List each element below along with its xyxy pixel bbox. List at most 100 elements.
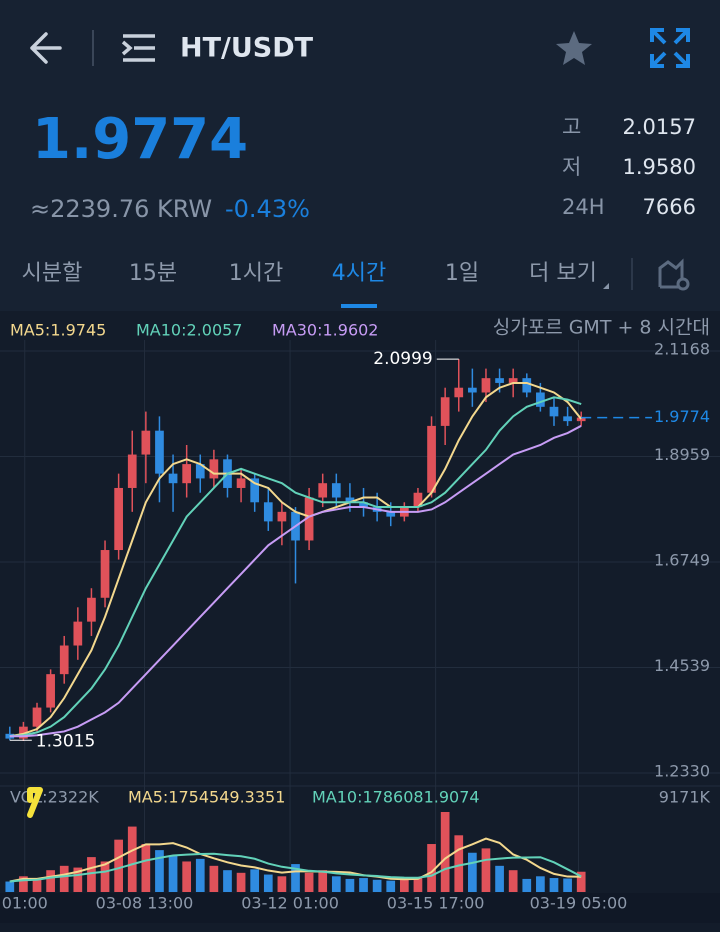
volume-label: VOL:2322K — [10, 788, 99, 807]
volume-bar — [100, 861, 110, 892]
volume-bar — [223, 870, 232, 892]
fullscreen-icon — [650, 28, 690, 68]
candle-body — [495, 378, 504, 383]
volume-bar — [318, 870, 328, 892]
price-change: -0.43% — [225, 195, 310, 223]
legend-entry: MA10:1786081.9074 — [312, 788, 480, 807]
volume-bar — [563, 878, 572, 892]
pair-title: HT/USDT — [180, 33, 314, 64]
y-tick-label: 1.8959 — [654, 445, 710, 464]
volume-bar — [427, 844, 436, 892]
candle-body — [155, 430, 164, 474]
volume-bar — [440, 812, 450, 892]
candle-body — [127, 454, 137, 488]
menu-button[interactable] — [121, 34, 155, 62]
stat-label: 고 — [562, 115, 581, 139]
stat-label: 저 — [562, 155, 581, 179]
candle-body — [195, 464, 205, 479]
pointer-arrow — [27, 787, 43, 818]
tab[interactable]: 더 보기 — [529, 261, 597, 286]
chart-panel — [0, 311, 720, 932]
gear-icon — [676, 277, 690, 291]
volume-bar — [250, 869, 260, 892]
stats: 고 2.0157 저 1.9580 24H 7666 — [562, 115, 696, 219]
volume-bar — [372, 879, 382, 892]
tab[interactable]: 1일 — [445, 261, 479, 286]
volume-ma-line — [9, 837, 582, 883]
volume-bar — [331, 876, 341, 892]
volume-bar — [345, 878, 355, 892]
volume-bar — [399, 878, 409, 892]
tab[interactable]: 4시간 — [332, 261, 386, 286]
candle-body — [359, 502, 368, 508]
volume-bar — [304, 872, 314, 892]
favorite-star[interactable] — [556, 31, 592, 65]
x-tick-label: 03-08 13:00 — [96, 894, 194, 913]
fullscreen-button[interactable] — [650, 28, 690, 68]
last-price-label: 1.9774 — [654, 407, 710, 426]
volume-bar — [291, 864, 300, 892]
volume-bar — [481, 848, 491, 892]
candle-body — [32, 707, 42, 727]
tab[interactable]: 시분할 — [22, 261, 83, 286]
candle-body — [413, 492, 423, 508]
stat-value: 7666 — [643, 195, 696, 219]
candle-body — [277, 511, 287, 522]
candle-body — [386, 511, 396, 517]
last-price: 1.9774 — [32, 107, 248, 172]
y-tick-label: 1.6749 — [654, 551, 710, 570]
volume-bar — [236, 872, 246, 892]
volume-bar — [141, 844, 151, 892]
volume-bar — [209, 865, 219, 892]
candle-body — [563, 416, 572, 422]
back-button[interactable] — [30, 32, 62, 64]
more-arrow — [603, 283, 609, 289]
time-axis-strip — [0, 893, 720, 923]
candle-body — [209, 459, 219, 479]
tab[interactable]: 1시간 — [229, 261, 283, 286]
candle-body — [318, 483, 328, 498]
candle-body — [46, 674, 55, 708]
ma-line — [9, 424, 582, 738]
candle-body — [168, 473, 178, 484]
candle-body — [141, 430, 151, 455]
volume-bar — [413, 877, 423, 892]
legend-entry: MA10:2.0057 — [136, 321, 242, 340]
volume-bar — [576, 871, 586, 892]
x-tick-label: 03-19 05:00 — [530, 894, 628, 913]
y-tick-label: 1.4539 — [654, 656, 710, 675]
legend-entry: MA5:1.9745 — [10, 321, 106, 340]
tab[interactable]: 15분 — [129, 261, 177, 286]
candle-body — [19, 726, 28, 739]
volume-bar — [386, 880, 396, 892]
volume-bar — [195, 858, 205, 892]
volume-bar — [114, 839, 123, 892]
candle-body — [59, 645, 69, 675]
tab-indicator — [341, 304, 377, 308]
candle-body — [508, 378, 518, 383]
x-tick-label: 03-15 17:00 — [387, 894, 485, 913]
volume-bar — [182, 861, 192, 892]
candle-body — [522, 378, 532, 393]
legend-entry: MA5:1754549.3351 — [128, 788, 285, 807]
volume-bar — [277, 876, 287, 892]
x-tick-label: 03-12 01:00 — [241, 894, 339, 913]
candle-body — [345, 497, 355, 503]
volume-bar — [549, 878, 559, 892]
volume-bar — [73, 867, 83, 892]
chart-settings[interactable] — [658, 258, 690, 291]
candle-body — [182, 464, 192, 484]
candle-body — [114, 487, 123, 551]
volume-bar — [536, 876, 545, 892]
y-tick-label: 2.1168 — [654, 340, 710, 359]
candle-body — [263, 502, 273, 522]
ma-line — [9, 381, 582, 738]
y-tick-label: 1.2330 — [654, 761, 710, 780]
ma-line — [9, 396, 582, 738]
candle-body — [87, 597, 96, 622]
volume-tick-label: 9171K — [659, 788, 711, 807]
timezone: 싱가포르 GMT + 8 시간대 — [493, 317, 710, 339]
volume-bar — [495, 865, 504, 892]
stat-value: 2.0157 — [623, 115, 696, 139]
